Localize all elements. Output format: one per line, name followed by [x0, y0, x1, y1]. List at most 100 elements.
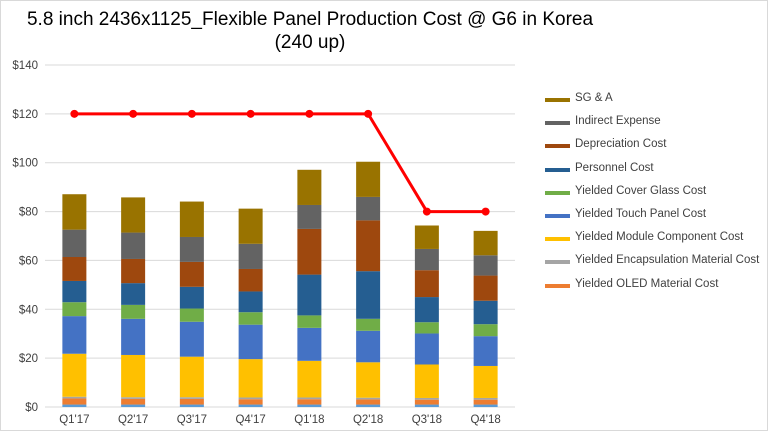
line-marker [70, 109, 79, 118]
bar-segment [473, 275, 498, 301]
legend-swatch [545, 98, 570, 102]
legend-label: Indirect Expense [575, 115, 661, 128]
bar-segment [473, 397, 498, 400]
x-tick-label: Q2'18 [353, 414, 383, 426]
legend-label: Yielded Cover Glass Cost [575, 184, 707, 197]
bar-segment [179, 397, 204, 399]
bar-segment [238, 404, 263, 407]
bar-segment [179, 321, 204, 357]
bar-segment [62, 316, 87, 354]
bar-segment [356, 196, 381, 221]
y-tick-label: $40 [19, 304, 38, 316]
bar-segment [62, 194, 87, 230]
bar-segment [356, 399, 381, 405]
bar-segment [62, 280, 87, 303]
bar-segment [414, 397, 439, 400]
bar-segment [179, 286, 204, 309]
bar-segment [356, 397, 381, 400]
legend-swatch [545, 260, 570, 265]
bar-segment [297, 360, 322, 398]
bar-segment [414, 225, 439, 249]
bar-segment [62, 302, 87, 317]
bar-segment [179, 398, 204, 405]
x-tick-label: Q3'18 [412, 414, 442, 426]
chart-subtitle: (240 up) [274, 32, 346, 53]
bar-segment [297, 404, 322, 407]
bar-segment [238, 291, 263, 313]
line-marker [364, 109, 373, 118]
y-tick-label: $100 [12, 158, 38, 170]
line-marker [481, 207, 490, 216]
legend-swatch [545, 121, 570, 126]
bar-segment [297, 274, 322, 316]
y-tick-label: $0 [25, 402, 38, 414]
x-tick-label: Q2'17 [118, 414, 148, 426]
bar-segment [121, 258, 146, 284]
bar-segment [414, 399, 439, 405]
x-tick-label: Q3'17 [177, 414, 207, 426]
bar-segment [473, 365, 498, 398]
bar-segment [414, 270, 439, 298]
bar-segment [238, 399, 263, 405]
bar-segment [62, 257, 87, 281]
legend-label: Depreciation Cost [575, 138, 667, 151]
bar-segment [179, 236, 204, 262]
bar-segment [356, 330, 381, 363]
x-tick-label: Q4'18 [470, 414, 500, 426]
y-tick-label: $20 [19, 353, 38, 365]
bar-segment [121, 354, 146, 398]
y-tick-label: $120 [12, 109, 38, 121]
bar-segment [62, 229, 87, 258]
line-marker [246, 109, 255, 118]
bar-segment [473, 404, 498, 407]
bar-segment [414, 364, 439, 398]
bar-segment [356, 318, 381, 331]
bar-segment [62, 404, 87, 407]
line-marker [187, 109, 196, 118]
line-marker [422, 207, 431, 216]
bar-segment [414, 322, 439, 334]
bar-segment [238, 268, 263, 292]
bar-segment [62, 398, 87, 405]
bar-segment [297, 327, 322, 361]
x-tick-label: Q1'17 [59, 414, 89, 426]
legend-swatch [545, 167, 570, 172]
bar-segment [414, 404, 439, 407]
legend-label: Personnel Cost [575, 161, 654, 174]
bar-segment [414, 297, 439, 323]
bar-segment [238, 312, 263, 325]
chart-title: 5.8 inch 2436x1125_Flexible Panel Produc… [26, 9, 594, 30]
y-tick-label: $60 [19, 255, 38, 267]
bar-segment [473, 230, 498, 256]
bar-segment [356, 362, 381, 398]
bar-segment [356, 271, 381, 319]
bar-segment [414, 333, 439, 365]
bar-segment [297, 204, 322, 229]
bar-segment [179, 356, 204, 398]
legend-swatch [545, 190, 570, 195]
bar-segment [62, 396, 87, 399]
bar-segment [297, 315, 322, 328]
x-tick-label: Q1'18 [294, 414, 324, 426]
bar-segment [179, 201, 204, 237]
bar-segment [473, 336, 498, 366]
bar-segment [473, 300, 498, 325]
line-marker [305, 109, 314, 118]
bar-segment [238, 359, 263, 398]
bar-segment [179, 404, 204, 407]
bar-segment [297, 397, 322, 400]
y-tick-label: $80 [19, 207, 38, 219]
legend-swatch [545, 283, 570, 288]
bar-segment [238, 243, 263, 269]
bar-segment [121, 404, 146, 407]
bar-segment [238, 397, 263, 400]
bar-segment [356, 404, 381, 407]
bar-segment [297, 399, 322, 405]
bar-segment [121, 318, 146, 355]
legend-swatch [545, 213, 570, 218]
legend-swatch [545, 144, 570, 149]
bar-segment [297, 228, 322, 275]
bar-segment [356, 220, 381, 272]
y-tick-label: $140 [12, 60, 38, 72]
